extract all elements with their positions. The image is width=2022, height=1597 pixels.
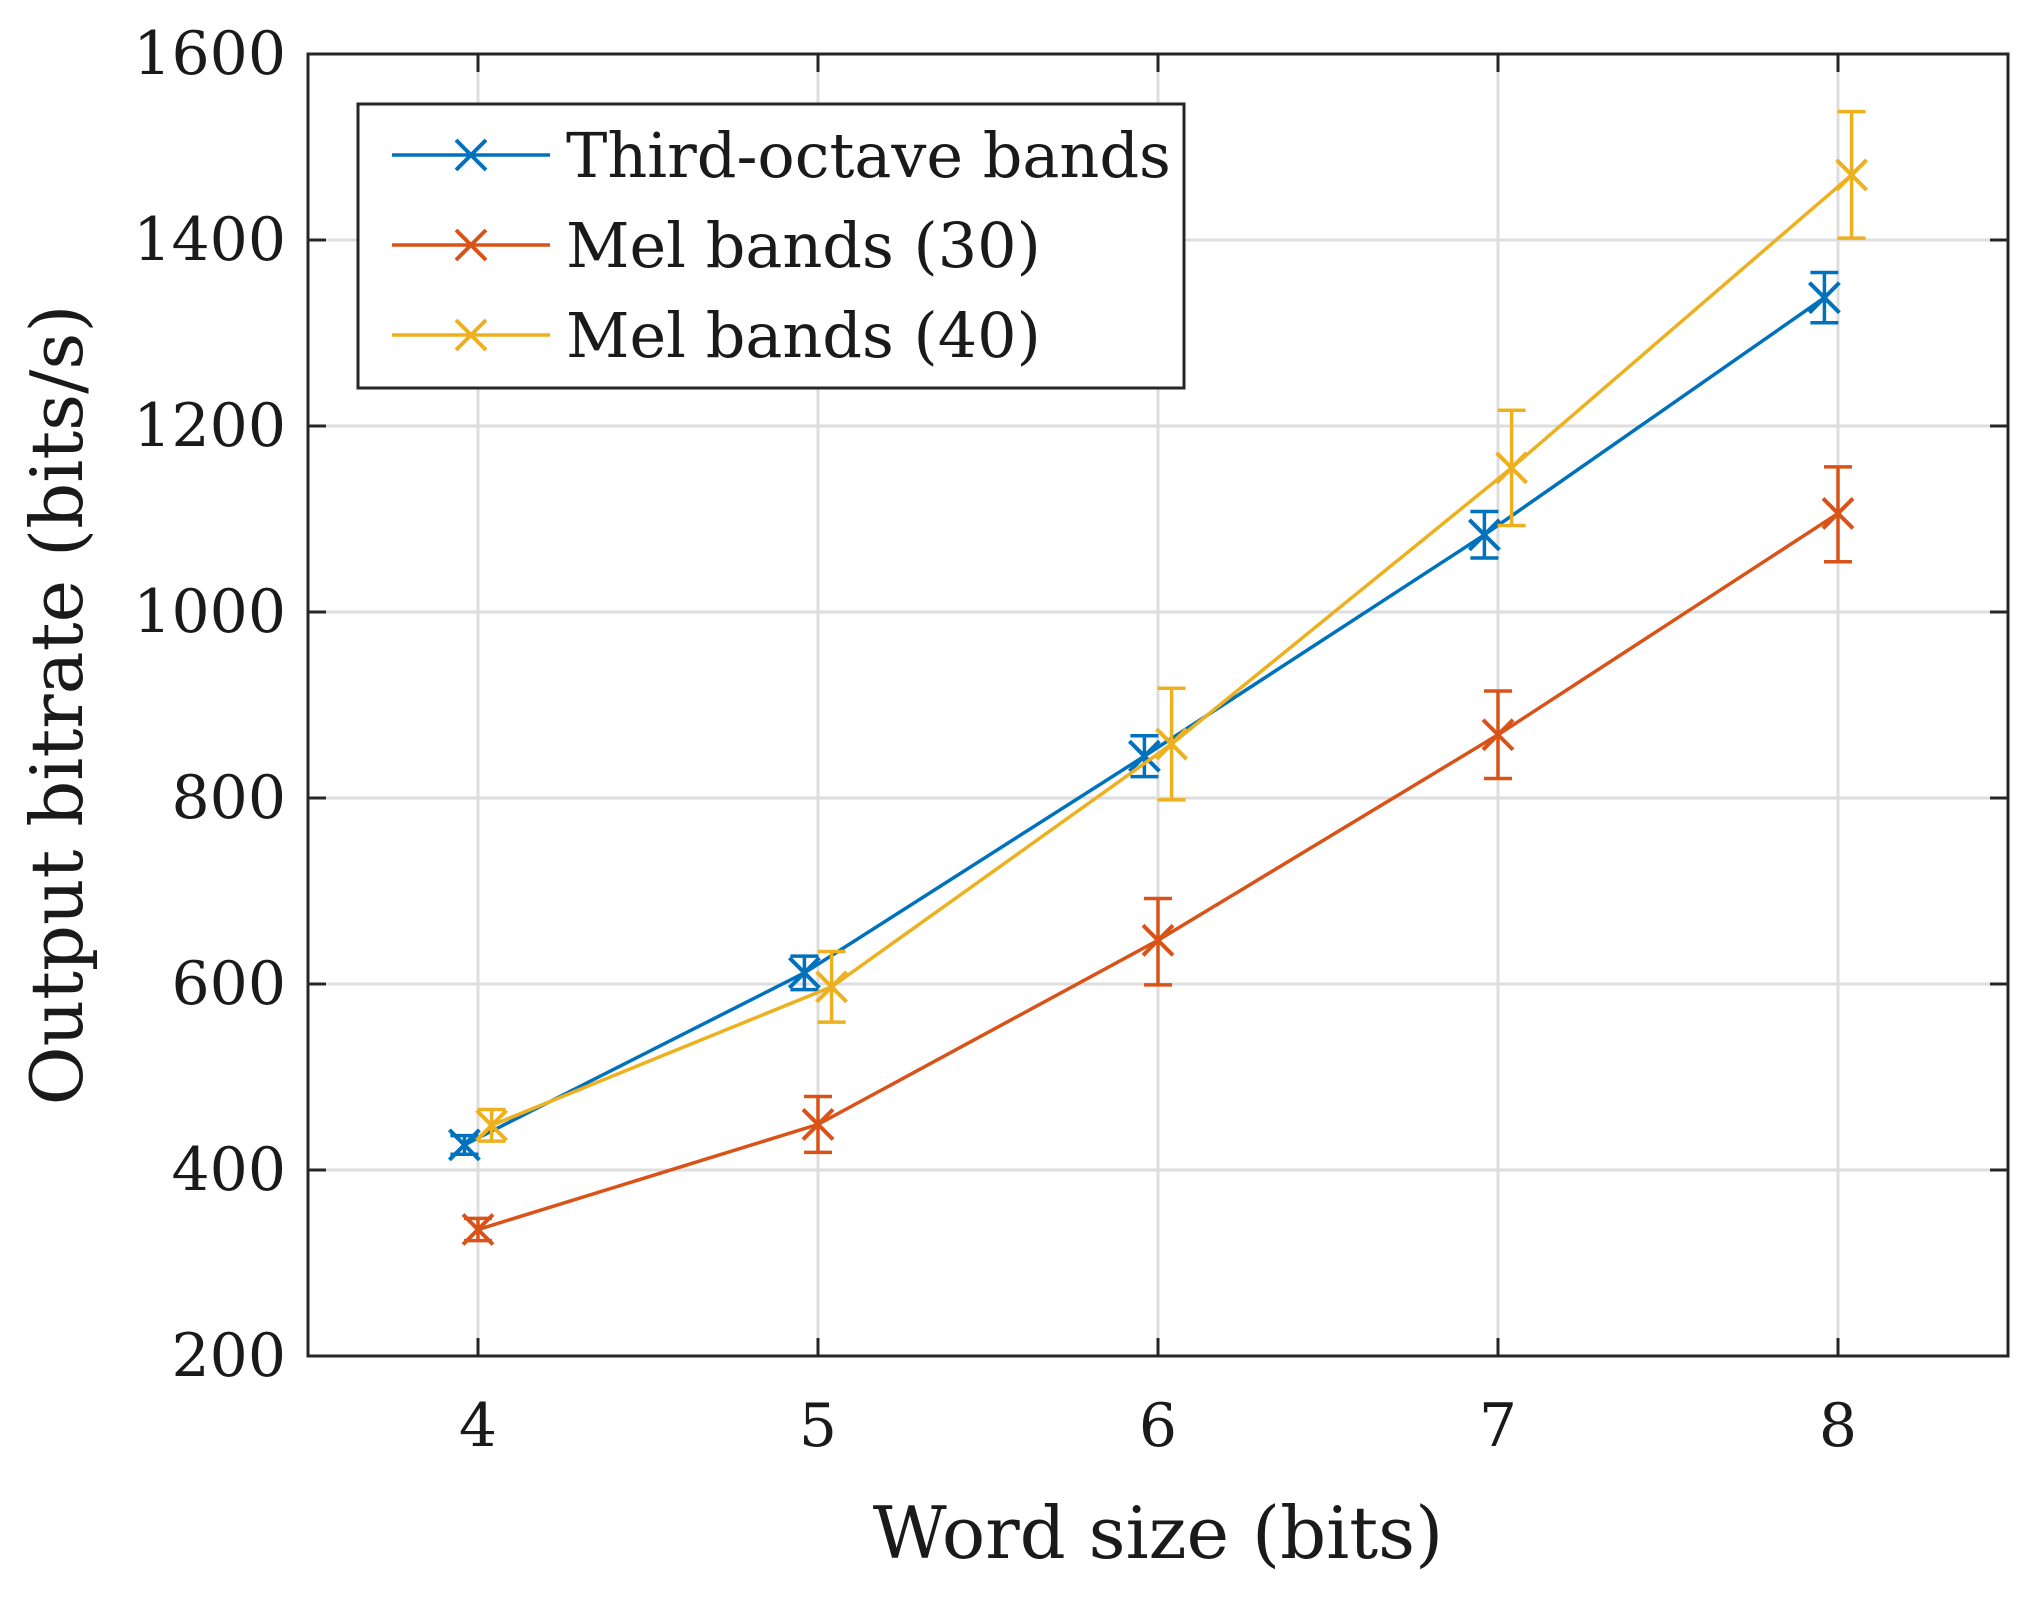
x-tick-label: 4 [459,1391,497,1461]
legend-item: Mel bands (40) [392,299,1041,372]
series [475,109,1869,1143]
data-point [1467,518,1501,552]
data-point [1835,158,1869,192]
series-layer [447,109,1869,1246]
data-point [815,970,849,1004]
legend-label: Mel bands (30) [566,209,1041,282]
x-axis-label: Word size (bits) [873,1491,1443,1575]
y-tick-label: 1600 [133,19,286,89]
data-point [1495,451,1529,485]
data-point [1821,497,1855,530]
tick-marks [308,52,2008,1358]
legend-marker-icon [454,318,488,352]
y-tick-label: 600 [171,949,286,1019]
legend-marker-icon [454,228,488,262]
y-axis-label: Output bitrate (bits/s) [15,305,99,1106]
y-tick-label: 800 [171,763,286,833]
legend-item: Third-octave bands [392,119,1171,192]
data-point [1155,727,1189,761]
series [447,270,1841,1162]
data-point [447,1128,481,1162]
y-tick-label: 200 [171,1321,286,1391]
data-point [1481,718,1515,752]
legend-label: Third-octave bands [566,119,1171,192]
legend-item: Mel bands (30) [392,209,1041,282]
y-tick-label: 1200 [133,391,286,461]
data-point [1141,923,1175,957]
data-point [1127,739,1161,773]
data-point [1807,281,1841,315]
x-tick-label: 5 [799,1391,837,1461]
legend-label: Mel bands (40) [566,299,1041,372]
data-point [787,956,821,990]
y-tick-label: 400 [171,1135,286,1205]
tick-labels: 4 5 6 7 8 200 400 600 800 1000 1200 1400 1600 [133,19,1857,1461]
legend: Third-octave bands Mel bands (30) Mel band… [356,102,1186,390]
x-tick-label: 8 [1819,1391,1857,1461]
legend-box [356,102,1186,390]
data-point [475,1108,509,1142]
series [461,465,1855,1246]
legend-marker-icon [454,138,488,172]
x-tick-label: 7 [1479,1391,1517,1461]
data-point [461,1213,495,1246]
x-tick-label: 6 [1139,1391,1177,1461]
data-point [801,1108,835,1141]
y-tick-label: 1400 [133,205,286,275]
y-tick-label: 1000 [133,577,286,647]
